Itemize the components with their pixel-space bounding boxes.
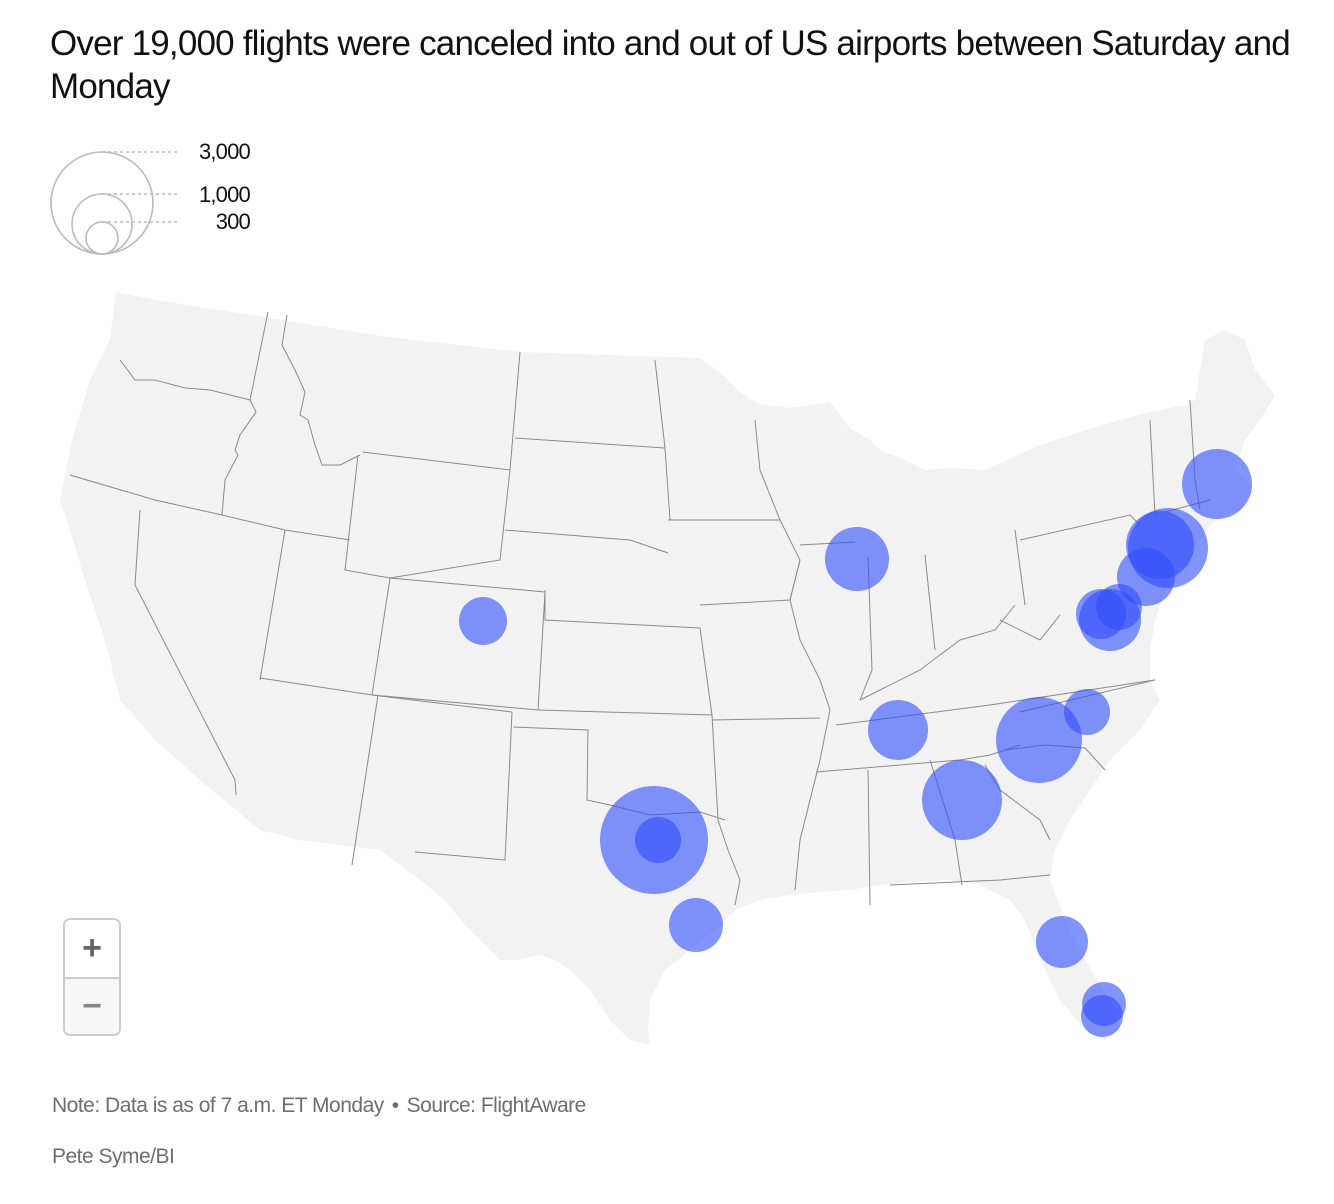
credit: Pete Syme/BI [52, 1145, 175, 1168]
bubble-boston[interactable] [1182, 449, 1252, 519]
bubble-houston[interactable] [669, 898, 723, 952]
zoom-out-button[interactable]: − [65, 977, 119, 1034]
size-legend: 3,000 1,000 300 [50, 136, 270, 266]
bubble-dallas-love[interactable] [635, 817, 681, 863]
bubble-denver[interactable] [459, 597, 507, 645]
bubble-chicago[interactable] [825, 527, 889, 591]
bubbles [459, 449, 1252, 1037]
us-land [60, 292, 1275, 1045]
us-map[interactable] [0, 270, 1334, 1070]
bubble-atlanta[interactable] [922, 760, 1002, 840]
zoom-control: + − [63, 918, 121, 1036]
bubble-nashville[interactable] [868, 700, 928, 760]
bubble-washington-3[interactable] [1076, 589, 1126, 639]
zoom-in-button[interactable]: + [82, 929, 102, 967]
chart-title: Over 19,000 flights were canceled into a… [50, 24, 1291, 106]
bubble-raleigh[interactable] [1064, 689, 1110, 735]
bubble-orlando[interactable] [1036, 916, 1088, 968]
separator-dot: • [391, 1094, 399, 1117]
legend-label-300: 300 [215, 209, 251, 234]
legend-label-1000: 1,000 [198, 182, 251, 207]
bubble-south-florida-2[interactable] [1081, 995, 1123, 1037]
bubble-charlotte[interactable] [996, 697, 1082, 783]
legend-label-3000: 3,000 [198, 139, 251, 164]
source-text: Source: FlightAware [406, 1094, 587, 1117]
footnote: Note: Data is as of 7 a.m. ET Monday • Sou… [52, 1094, 586, 1118]
legend-circles [50, 151, 178, 255]
note-text: Note: Data is as of 7 a.m. ET Monday [52, 1094, 384, 1117]
